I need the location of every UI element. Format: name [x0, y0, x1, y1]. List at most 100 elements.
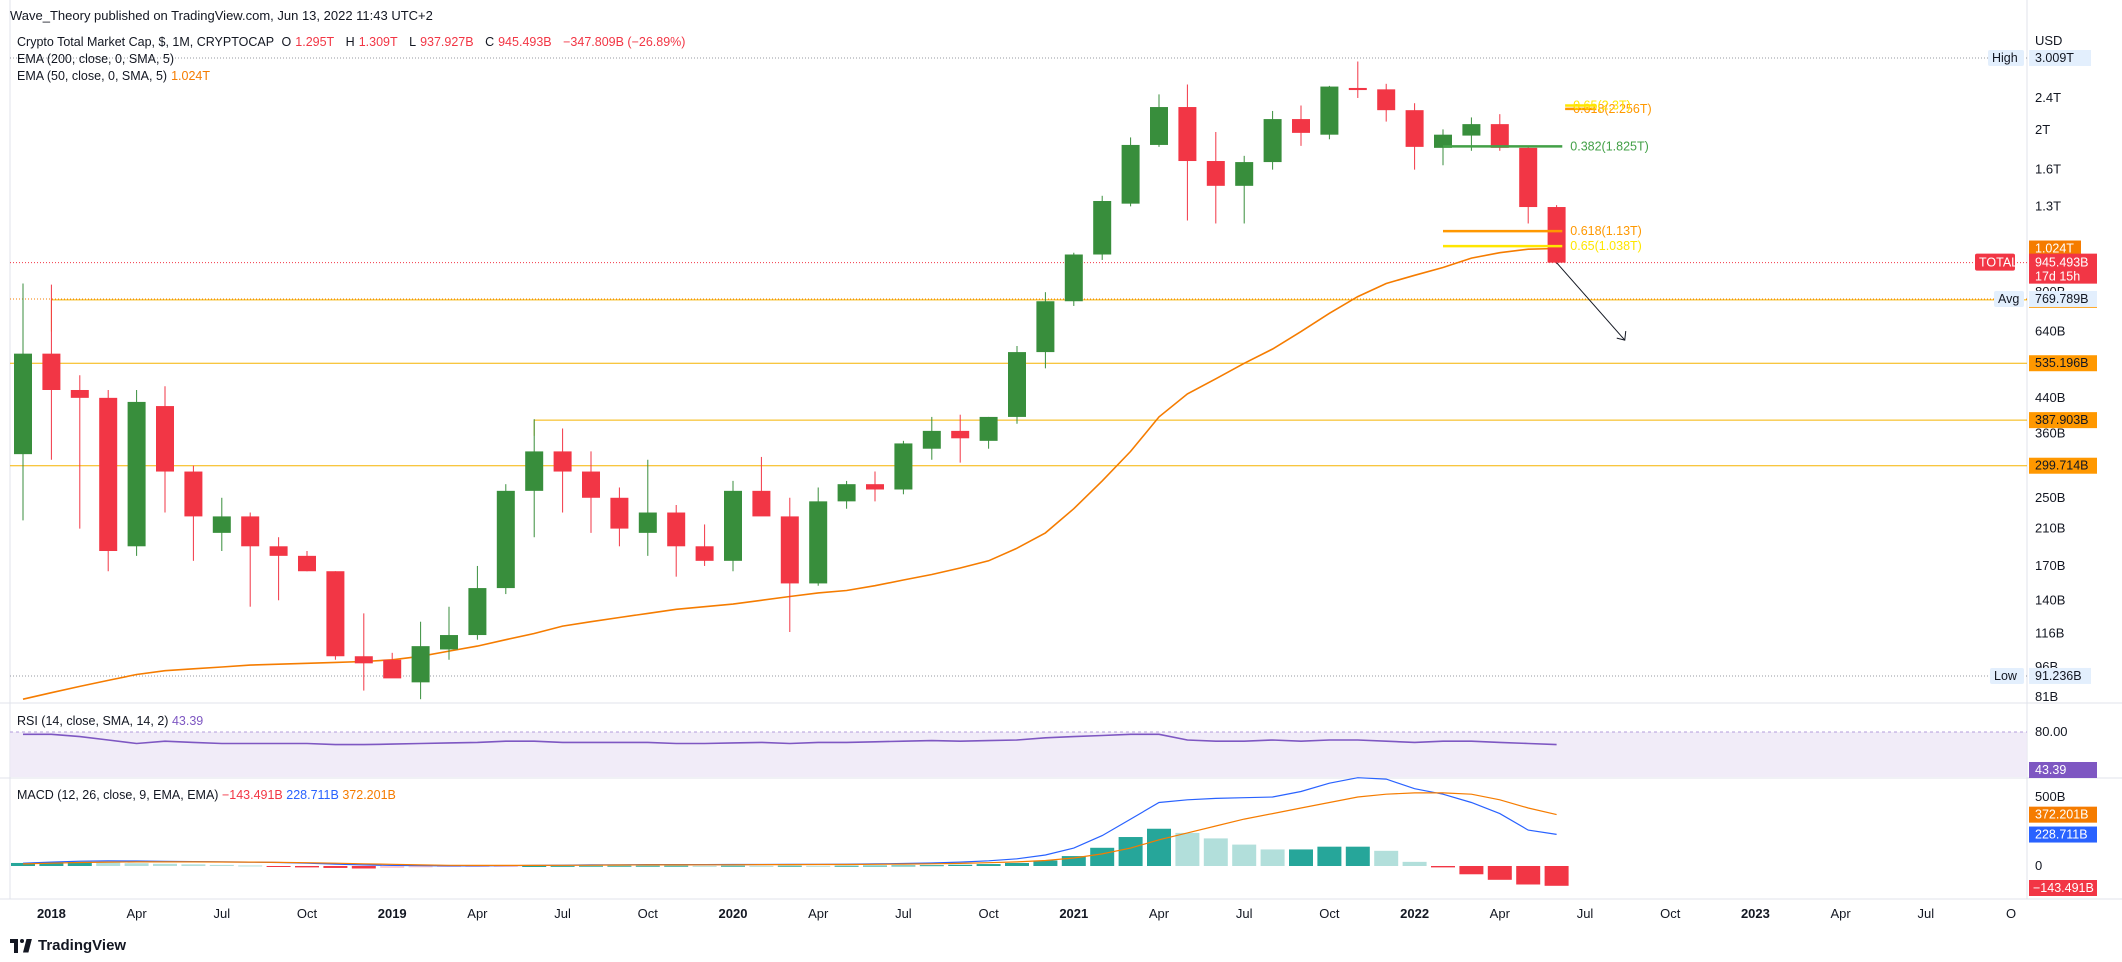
y-tick-label: 1.3T	[2035, 198, 2061, 213]
rsi-value: 43.39	[171, 714, 204, 728]
y-tick-label: 440B	[2035, 390, 2065, 405]
candle-body-up	[837, 484, 856, 502]
y-tick-label: 140B	[2035, 592, 2065, 607]
y-tick-label: 2.4T	[2035, 90, 2061, 105]
macd-signal-value: 372.201B	[342, 788, 396, 802]
macd-legend[interactable]: MACD (12, 26, close, 9, EMA, EMA) −143.4…	[17, 788, 396, 802]
candle-body-up	[809, 501, 828, 584]
candle-body-down	[582, 471, 600, 498]
candle-body-down	[1206, 161, 1225, 186]
candle-body-down	[752, 490, 771, 517]
macd-histogram-bar	[11, 862, 35, 866]
macd-histogram-bar	[692, 865, 717, 867]
avg-label: Avg	[1998, 292, 2019, 306]
projection-arrow-head	[1616, 331, 1627, 341]
macd-histogram-bar	[1516, 866, 1541, 885]
open-value: 1.295T	[295, 35, 335, 49]
macd-histogram-bar	[67, 861, 92, 866]
y-tick-label: 170B	[2035, 558, 2065, 573]
candle-body-down	[951, 430, 970, 439]
avg-label-bg	[1994, 290, 2024, 307]
ema200-row[interactable]: EMA (200, close, 0, SMA, 5)	[17, 51, 689, 68]
macd-histogram-bar	[948, 864, 973, 866]
ema-tag-bg	[2029, 240, 2081, 257]
y-tick-label: 116B	[2035, 626, 2064, 641]
candle-body-down	[99, 397, 118, 552]
macd-histogram-bar	[323, 866, 348, 868]
y-tick-label: 81B	[2035, 689, 2058, 704]
high-label-bg	[1988, 50, 2024, 66]
candle-body-up	[894, 443, 913, 490]
candle-body-down	[1547, 207, 1566, 263]
ema50-value: 1.024T	[171, 69, 210, 83]
x-tick-label: Oct	[297, 906, 318, 921]
x-tick-label: Apr	[1490, 906, 1511, 921]
rsi-tag: 43.39	[2035, 763, 2066, 777]
x-tick-label: Apr	[467, 906, 488, 921]
low-label-bg	[1990, 667, 2024, 684]
price-tag: 945.493B	[2035, 256, 2089, 270]
candle-body-up	[1093, 200, 1112, 255]
brand-name: TradingView	[38, 937, 127, 954]
ema50-label: EMA (50, close, 0, SMA, 5)	[17, 69, 168, 83]
candle-body-up	[724, 490, 742, 561]
ema50-row[interactable]: EMA (50, close, 0, SMA, 5) 1.024T	[17, 68, 689, 85]
price-tag-bg	[2029, 253, 2097, 284]
support-tag: 535.196B	[2035, 356, 2089, 370]
symbol-tag-bg	[1975, 253, 2015, 271]
ohlc-open: O 1.295T	[282, 35, 339, 49]
rsi-line	[23, 733, 1557, 746]
macd-histogram-bar	[1061, 856, 1086, 866]
candle-body-down	[1292, 119, 1310, 133]
x-tick-label: Jul	[1577, 906, 1594, 921]
macd-histogram-bar	[863, 865, 887, 867]
candle-body-up	[1434, 134, 1452, 148]
x-tick-label: Apr	[808, 906, 829, 921]
macd-histogram-bar	[919, 865, 944, 867]
macd-histogram-bar	[493, 866, 518, 867]
macd-histogram-bar	[351, 866, 376, 869]
y-tick-label: 640B	[2035, 324, 2065, 339]
candle-body-down	[184, 471, 203, 517]
x-tick-label: Apr	[1149, 906, 1170, 921]
candle-body-up	[411, 646, 430, 683]
x-tick-label: 2018	[37, 906, 66, 921]
candle-body-up	[922, 430, 941, 449]
ohlc-close: C 945.493B	[485, 35, 556, 49]
high-value: 1.309T	[358, 35, 398, 49]
macd-histogram-bar	[1544, 866, 1569, 886]
candle-body-up	[496, 490, 515, 589]
rsi-label: RSI (14, close, SMA, 14, 2)	[17, 714, 169, 728]
candle-body-down	[1490, 124, 1509, 148]
rsi-legend[interactable]: RSI (14, close, SMA, 14, 2) 43.39	[17, 714, 203, 728]
candle-body-down	[780, 516, 799, 584]
macd-histogram-bar	[96, 862, 121, 866]
x-tick-label: Oct	[638, 906, 659, 921]
projection-arrow-line	[1556, 262, 1626, 341]
candle-body-down	[354, 656, 373, 664]
candle-body-down	[866, 484, 884, 490]
y-tick-label: 250B	[2035, 490, 2065, 505]
macd-histogram-bar	[1402, 861, 1427, 866]
macd-histogram-bar	[806, 865, 831, 867]
close-label: C	[485, 35, 495, 49]
macd-tag-bg	[2029, 826, 2097, 843]
tradingview-brand[interactable]: TradingView	[10, 937, 126, 954]
x-tick-label: 2023	[1741, 906, 1770, 921]
candle-body-up	[14, 353, 32, 455]
ohlc-high: H 1.309T	[346, 35, 402, 49]
publisher-line: Wave_Theory published on TradingView.com…	[10, 8, 433, 23]
x-tick-label: O	[2006, 906, 2016, 921]
candle-body-up	[1064, 254, 1083, 302]
candle-body-up	[638, 512, 657, 533]
macd-histogram-bar	[295, 866, 319, 868]
close-value: 945.493B	[498, 35, 552, 49]
candle-body-up	[212, 516, 231, 533]
macd-histogram-bar	[238, 865, 263, 867]
macd-histogram-bar	[1033, 860, 1058, 866]
candle-body-down	[326, 571, 345, 657]
macd-tick-label: 500B	[2035, 789, 2065, 804]
macd-hist-value: −143.491B	[221, 788, 283, 802]
high-tag-bg	[2029, 50, 2091, 66]
